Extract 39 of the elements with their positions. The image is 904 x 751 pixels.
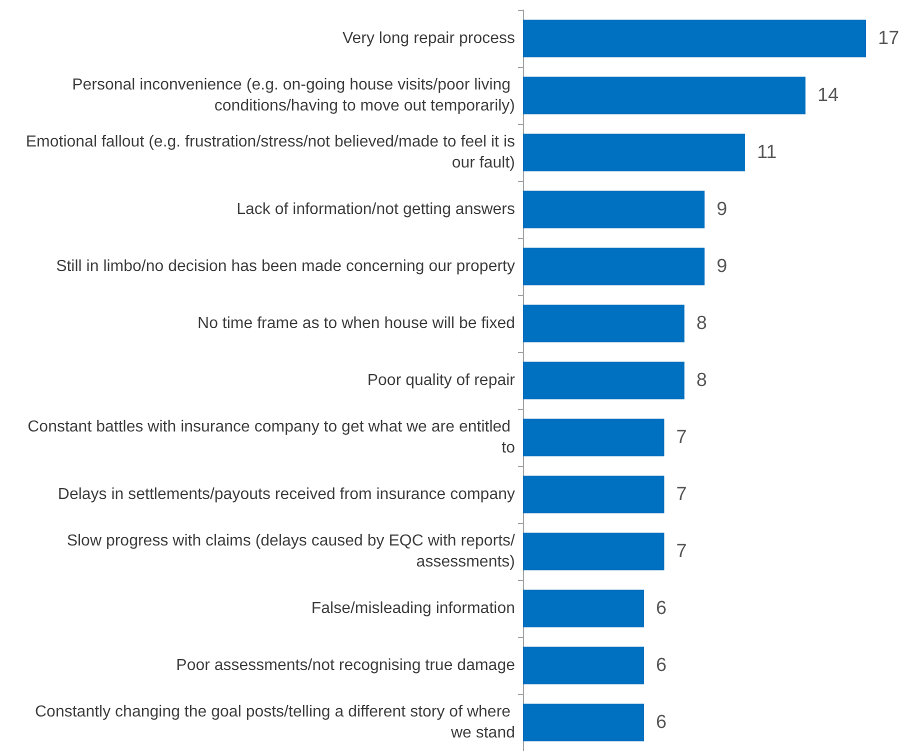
data-label: 6 xyxy=(656,655,667,676)
bar xyxy=(523,704,644,742)
y-tick-label: Emotional fallout (e.g. frustration/stress/not believed/made to feel it is our fault) xyxy=(26,134,515,172)
bar xyxy=(523,20,866,58)
y-tick-label: Very long repair process xyxy=(342,30,515,47)
bar xyxy=(523,362,684,400)
y-tick-label: Still in limbo/no decision has been made concerning our property xyxy=(56,258,515,275)
y-tick-label: Delays in settlements/payouts received from insurance company xyxy=(58,486,515,503)
y-tick-label: Poor assessments/not recognising true damage xyxy=(176,657,516,674)
y-tick-label: False/misleading information xyxy=(311,600,515,617)
bar xyxy=(523,646,644,684)
bar xyxy=(523,532,664,570)
data-label: 14 xyxy=(817,85,840,106)
data-label: 11 xyxy=(756,142,777,163)
data-label: 6 xyxy=(656,598,667,619)
data-label: 6 xyxy=(656,712,667,733)
bar xyxy=(523,590,644,628)
y-tick-label: Poor quality of repair xyxy=(367,372,516,389)
data-label: 7 xyxy=(676,541,687,562)
bar xyxy=(523,418,664,456)
bar xyxy=(523,190,705,228)
data-label: 9 xyxy=(716,256,728,277)
y-tick-label: No time frame as to when house will be fixed xyxy=(198,315,515,332)
data-label: 7 xyxy=(676,427,687,448)
bar xyxy=(523,76,806,114)
y-tick-label: Constantly changing the goal posts/telling a different story of where we stand xyxy=(35,704,515,742)
y-tick-label: Constant battles with insurance company to get what we are entitled to xyxy=(28,418,516,456)
data-label: 8 xyxy=(696,313,707,334)
data-label: 17 xyxy=(878,28,900,49)
data-label: 8 xyxy=(696,370,707,391)
bar xyxy=(523,134,745,172)
data-label: 7 xyxy=(676,484,687,505)
y-tick-label: Slow progress with claims (delays caused by EQC with reports/assessments) xyxy=(66,532,516,570)
bar xyxy=(523,248,705,286)
data-label: 9 xyxy=(716,199,728,220)
bar xyxy=(523,476,664,514)
bar xyxy=(523,304,684,342)
y-tick-label: Lack of information/not getting answers xyxy=(236,201,515,218)
y-tick-label: Personal inconvenience (e.g. on-going house visits/poor living conditions/having to move out temporarily) xyxy=(72,76,515,114)
